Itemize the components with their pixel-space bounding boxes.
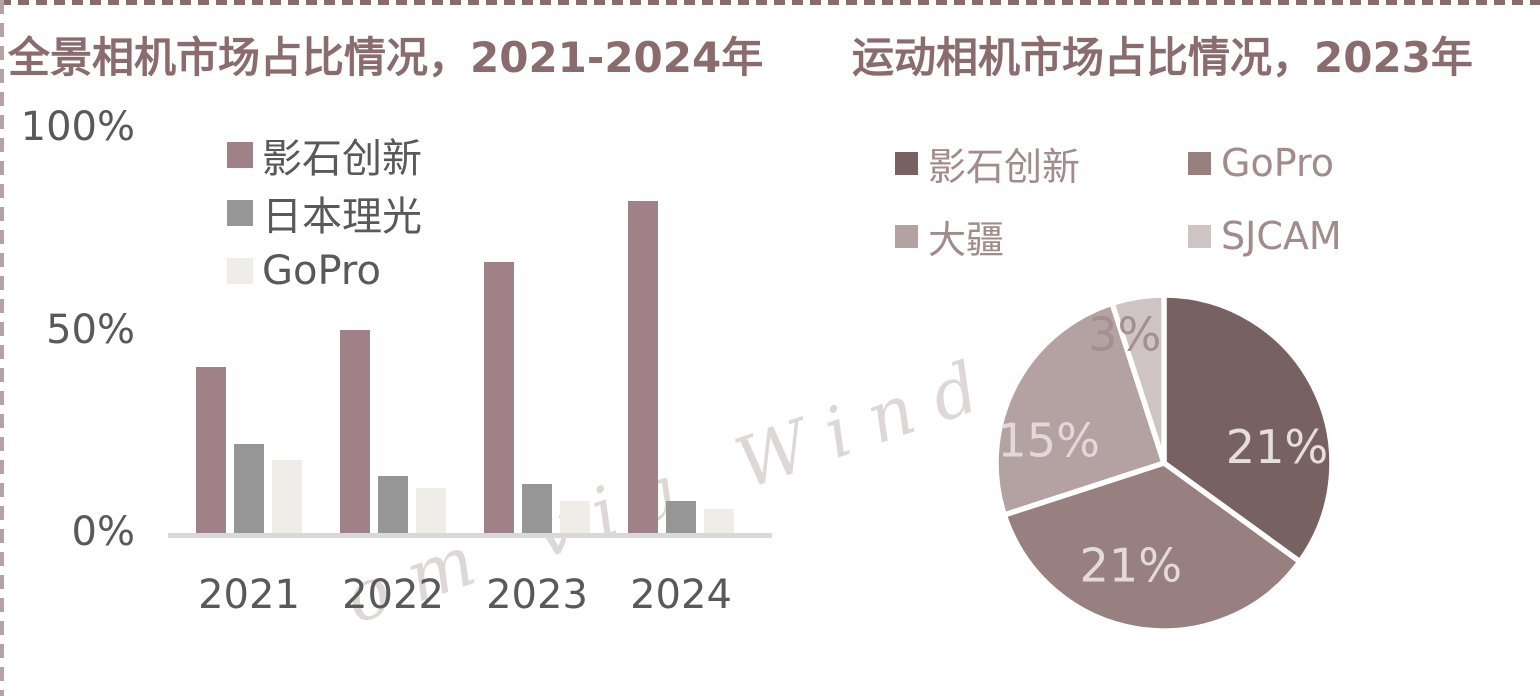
- legend-label: SJCAM: [1221, 214, 1342, 258]
- legend-item: GoPro: [227, 242, 422, 300]
- legend-label: 影石创新: [928, 144, 1081, 189]
- dashed-left-border: [0, 0, 4, 696]
- bar: [378, 476, 408, 533]
- x-axis-label: 2024: [630, 572, 732, 618]
- legend-label: 影石创新: [262, 136, 422, 182]
- bar: [484, 262, 514, 533]
- legend-label: GoPro: [262, 248, 381, 294]
- bar: [666, 501, 696, 533]
- legend-label: 大疆: [928, 217, 1005, 262]
- pie-legend-item: 影石创新: [895, 141, 1080, 189]
- legend-swatch: [895, 151, 918, 175]
- bar: [416, 488, 446, 533]
- legend-swatch: [1188, 224, 1211, 248]
- pie-data-label: 15%: [997, 413, 1100, 467]
- pie-slice: [993, 300, 1167, 518]
- x-axis-label: 2022: [342, 572, 444, 618]
- legend-item: 日本理光: [227, 184, 422, 242]
- legend-swatch: [227, 258, 253, 284]
- pie-slice: [1109, 292, 1167, 466]
- dashed-top-border: [0, 0, 1540, 5]
- pie-legend-item: 大疆: [895, 214, 1004, 262]
- legend-label: 日本理光: [262, 194, 422, 240]
- pie-data-label: 21%: [1226, 420, 1329, 474]
- legend-swatch: [227, 142, 253, 168]
- pie-plot: 21% 21% 15% 3%: [993, 292, 1335, 634]
- bar-chart-title: 全景相机市场占比情况，2021-2024年: [8, 33, 764, 82]
- bar: [522, 484, 552, 533]
- legend-item: 影石创新: [227, 126, 422, 184]
- legend-swatch: [227, 200, 253, 226]
- pie-data-label: 21%: [1079, 538, 1182, 592]
- bar-chart-legend: 影石创新日本理光 GoPro: [227, 126, 422, 300]
- x-axis-label: 2021: [198, 572, 300, 618]
- bar: [340, 330, 370, 533]
- x-axis-line: [168, 533, 772, 538]
- bar: [196, 367, 226, 533]
- legend-swatch: [895, 224, 918, 248]
- x-axis-label: 2023: [486, 572, 588, 618]
- pie-slice: [1001, 460, 1303, 634]
- legend-label: GoPro: [1221, 141, 1334, 185]
- pie-data-label: 3%: [1088, 308, 1161, 362]
- bar: [628, 201, 658, 533]
- bar: [272, 460, 302, 533]
- legend-swatch: [1188, 151, 1211, 175]
- y-axis-label: 0%: [71, 509, 135, 555]
- bar: [704, 509, 734, 533]
- pie-legend-item: SJCAM: [1188, 214, 1342, 258]
- pie-legend-item: GoPro: [1188, 141, 1334, 185]
- pie-slice: [1161, 292, 1335, 565]
- pie-chart-title: 运动相机市场占比情况，2023年: [852, 33, 1473, 82]
- bar: [234, 444, 264, 533]
- bar: [560, 501, 590, 533]
- y-axis-label: 100%: [20, 104, 135, 150]
- y-axis-label: 50%: [46, 306, 135, 353]
